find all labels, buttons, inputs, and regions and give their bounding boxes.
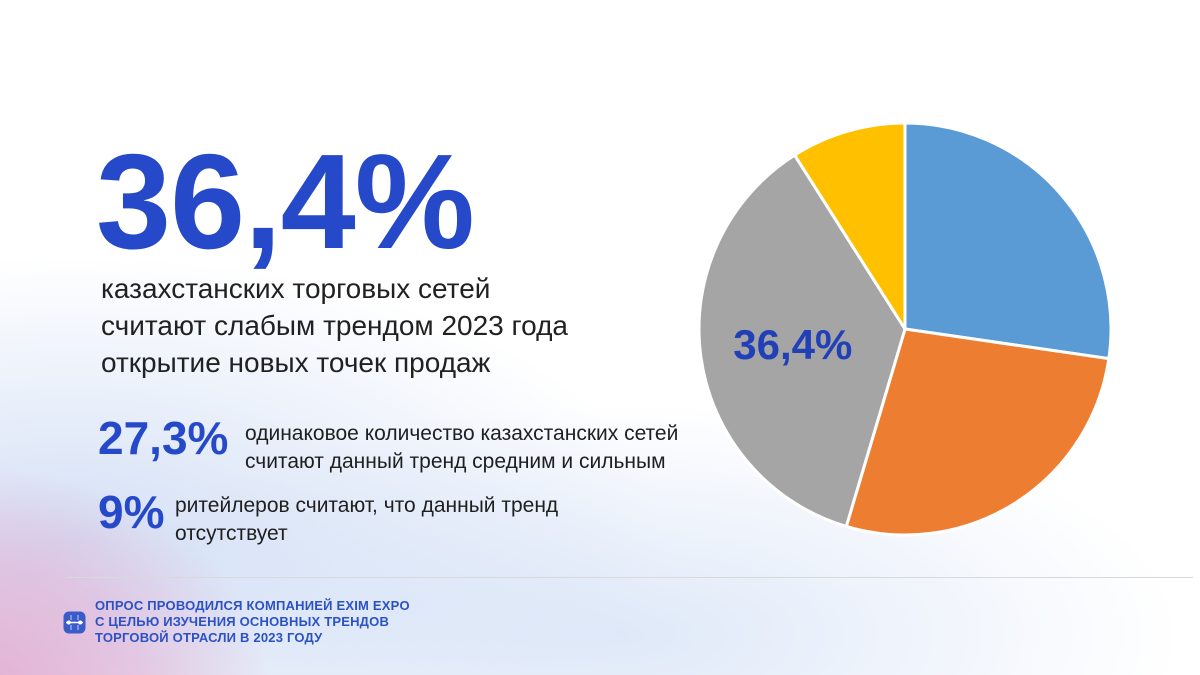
pie-slice [844, 327, 1111, 537]
footer-note: ОПРОС ПРОВОДИЛСЯ КОМПАНИЕЙ EXIM EXPO С Ц… [95, 598, 410, 645]
stat-description-9: ритейлеров считают, что данный тренд отс… [175, 494, 559, 545]
divider-line [67, 577, 1193, 578]
headline-description: казахстанских торговых сетей считают сла… [101, 273, 568, 378]
footer: ОПРОС ПРОВОДИЛСЯ КОМПАНИЕЙ EXIM EXPO С Ц… [63, 598, 410, 646]
headline-percentage: 36,4% [96, 126, 475, 277]
stat-description-27-3: одинаковое количество казахстанских сете… [245, 422, 679, 473]
pie-slice [903, 121, 1113, 361]
stat-percentage-27-3: 27,3% [98, 412, 229, 464]
pie-chart: 36,4% [689, 113, 1121, 545]
pie-slice [793, 121, 907, 331]
exim-expo-logo-icon [63, 611, 86, 633]
stat-percentage-9: 9% [98, 486, 165, 538]
pie-slice-label: 36,4% [733, 321, 852, 368]
